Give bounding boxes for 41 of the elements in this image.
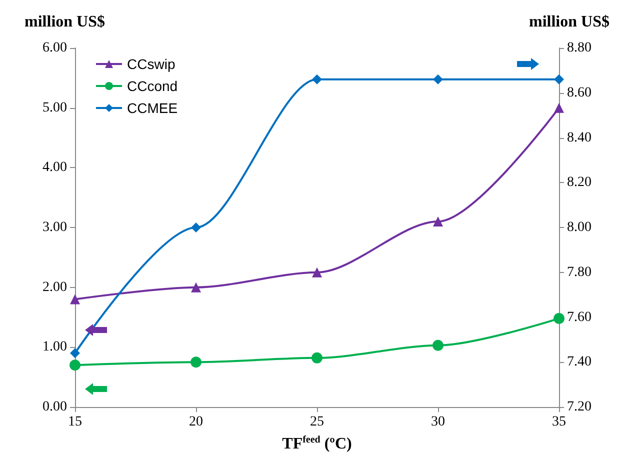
legend-label: CCcond — [127, 78, 178, 94]
point — [554, 102, 564, 113]
y2-tick-label: 7.40 — [567, 354, 592, 370]
point — [312, 352, 322, 364]
point — [70, 360, 80, 371]
point — [554, 74, 564, 84]
point — [190, 356, 202, 368]
x-tick-label: 20 — [189, 414, 203, 430]
y2-tick-label: 8.20 — [567, 175, 592, 190]
point — [191, 222, 201, 232]
y2-tick-label: 8.80 — [567, 40, 592, 56]
point — [312, 74, 322, 84]
point — [312, 267, 322, 278]
y2-tick-label: 8.60 — [567, 85, 592, 100]
point — [70, 294, 80, 304]
y-axis-title: million US$ — [24, 14, 105, 30]
point — [70, 348, 80, 358]
y2-tick-label: 8.40 — [567, 130, 592, 146]
y-tick-label: 6.00 — [42, 40, 67, 56]
y-tick-label: 3.00 — [42, 220, 67, 235]
point — [432, 340, 444, 351]
y2-tick-label: 7.60 — [567, 310, 592, 325]
y2-tick-label: 7.80 — [567, 264, 592, 280]
x-tick-label: 15 — [68, 414, 82, 430]
legend-label: CCswip — [127, 56, 176, 72]
point — [554, 312, 564, 324]
x-tick-label: 35 — [552, 414, 566, 430]
point — [191, 282, 201, 292]
point — [433, 216, 443, 227]
y2-tick-label: 7.20 — [567, 400, 592, 414]
y2-axis-title: million US$ — [529, 14, 610, 30]
x-tick-label: 25 — [310, 414, 324, 430]
y-tick-label: 0.00 — [42, 400, 67, 414]
x-tick-label: 30 — [431, 414, 445, 430]
y-tick-label: 4.00 — [42, 160, 67, 176]
legend-label: CCMEE — [127, 100, 178, 116]
y2-tick-label: 8.00 — [567, 220, 592, 235]
y-tick-label: 5.00 — [42, 100, 67, 116]
point — [433, 74, 443, 84]
y-tick-label: 1.00 — [42, 340, 67, 355]
y-tick-label: 2.00 — [42, 280, 67, 295]
